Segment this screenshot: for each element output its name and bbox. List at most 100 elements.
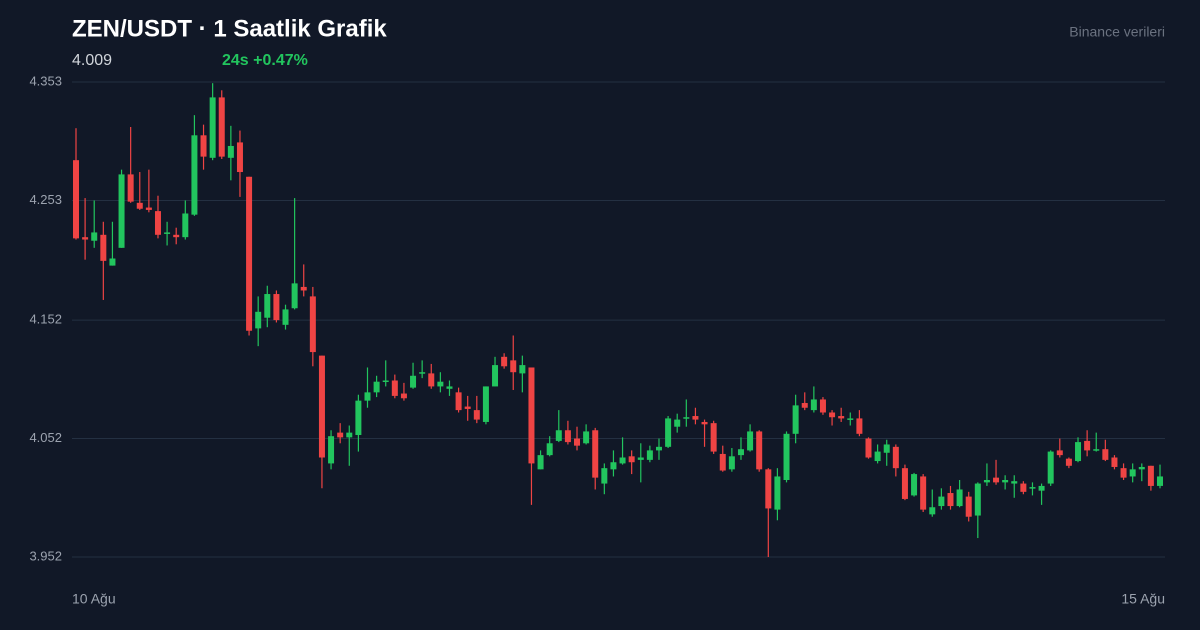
candle-body bbox=[1047, 451, 1054, 484]
candle-body bbox=[929, 507, 936, 515]
candle-body bbox=[546, 443, 553, 456]
candle-body bbox=[737, 449, 744, 456]
candle-body bbox=[1147, 465, 1154, 486]
candle-body bbox=[264, 294, 271, 318]
candle-body bbox=[1038, 485, 1045, 491]
candle-body bbox=[865, 438, 872, 458]
candle-body bbox=[255, 311, 262, 329]
candle-body bbox=[683, 417, 690, 419]
candle-body bbox=[537, 455, 544, 470]
candle-body bbox=[956, 489, 963, 507]
candle-body bbox=[774, 476, 781, 510]
candle-body bbox=[874, 451, 881, 462]
candle-body bbox=[373, 381, 380, 393]
candle-body bbox=[309, 296, 316, 353]
candle-body bbox=[82, 237, 89, 240]
candle-body bbox=[218, 97, 225, 157]
candle-body bbox=[1157, 476, 1163, 486]
candle-body bbox=[282, 309, 289, 325]
candle-body bbox=[555, 430, 562, 441]
candle-body bbox=[637, 457, 644, 460]
candle-body bbox=[1129, 469, 1136, 477]
candle-body bbox=[829, 412, 836, 418]
candle-body bbox=[145, 207, 152, 210]
candle-body bbox=[1120, 468, 1127, 478]
change-label: 24s +0.47% bbox=[222, 52, 308, 69]
candle-body bbox=[564, 430, 571, 443]
candle-body bbox=[410, 375, 417, 388]
candle-body bbox=[728, 456, 735, 470]
y-tick-label: 3.952 bbox=[29, 548, 62, 563]
candle-body bbox=[191, 135, 198, 215]
candle-body bbox=[710, 423, 717, 452]
candle-body bbox=[473, 410, 480, 420]
candle-body bbox=[1056, 450, 1063, 456]
candle-body bbox=[273, 294, 280, 321]
candle-body bbox=[646, 450, 653, 460]
candle-body bbox=[300, 286, 307, 291]
candle-body bbox=[856, 418, 863, 434]
candle-body bbox=[118, 174, 125, 248]
candle-body bbox=[318, 355, 325, 458]
candle-body bbox=[911, 474, 918, 496]
candle-body bbox=[665, 418, 672, 447]
candle-body bbox=[464, 406, 471, 409]
candle-body bbox=[756, 431, 763, 470]
candle-body bbox=[655, 446, 662, 451]
candle-body bbox=[492, 365, 499, 387]
candle-body bbox=[610, 462, 617, 470]
candle-body bbox=[719, 453, 726, 471]
candle-body bbox=[482, 386, 489, 422]
candle-body bbox=[173, 234, 180, 238]
candle-body bbox=[810, 399, 817, 411]
candle-body bbox=[1138, 466, 1145, 470]
candle-body bbox=[501, 356, 508, 367]
candle-body bbox=[446, 386, 453, 389]
source-label: Binance verileri bbox=[1069, 24, 1165, 40]
candle-body bbox=[510, 360, 517, 373]
candle-body bbox=[236, 142, 243, 173]
candle-body bbox=[601, 468, 608, 484]
candle-body bbox=[847, 418, 854, 420]
x-tick-label: 10 Ağu bbox=[72, 591, 116, 607]
candle-body bbox=[701, 421, 708, 425]
candle-body bbox=[291, 283, 298, 309]
candle-body bbox=[355, 400, 362, 435]
candle-body bbox=[519, 365, 526, 374]
candle-body bbox=[91, 232, 98, 241]
candle-body bbox=[127, 174, 134, 202]
candle-body bbox=[674, 419, 681, 427]
chart-title: ZEN/USDT · 1 Saatlik Grafik bbox=[72, 15, 387, 42]
y-tick-label: 4.253 bbox=[29, 192, 62, 207]
candle-body bbox=[583, 431, 590, 444]
candle-body bbox=[246, 176, 253, 331]
candle-body bbox=[154, 211, 161, 235]
candle-body bbox=[100, 234, 107, 261]
candle-body bbox=[619, 457, 626, 464]
candle-body bbox=[819, 399, 826, 413]
candle-body bbox=[801, 403, 808, 408]
y-tick-label: 4.052 bbox=[29, 430, 62, 445]
candle-body bbox=[1002, 480, 1009, 483]
candle-body bbox=[983, 480, 990, 483]
candle-body bbox=[1075, 442, 1082, 462]
candle-body bbox=[419, 372, 426, 374]
candle-body bbox=[1011, 481, 1018, 484]
grid: 4.353 4.253 4.152 4.052 3.952 10 Ağu 15 Ağu bbox=[29, 73, 1165, 607]
candle-body bbox=[892, 446, 899, 469]
candle-body bbox=[938, 496, 945, 507]
candle-body bbox=[747, 431, 754, 451]
candle-body bbox=[628, 456, 635, 463]
candle-body bbox=[528, 367, 535, 464]
candle-body bbox=[164, 232, 171, 234]
candle-body bbox=[974, 483, 981, 516]
x-tick-label: 15 Ağu bbox=[1121, 591, 1165, 607]
candle-body bbox=[1065, 458, 1072, 466]
candle-body bbox=[227, 145, 234, 158]
candle-body bbox=[437, 381, 444, 387]
candle-body bbox=[328, 436, 335, 464]
candle-body bbox=[1093, 449, 1100, 451]
candle-body bbox=[1111, 457, 1118, 467]
candle-body bbox=[182, 213, 189, 238]
